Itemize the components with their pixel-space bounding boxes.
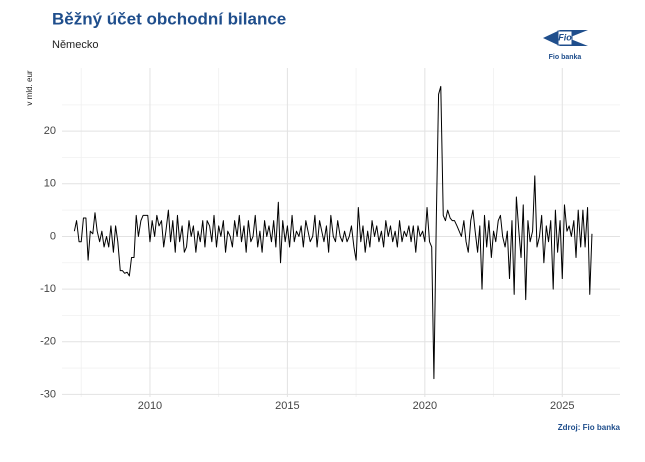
chart-subtitle: Německo xyxy=(52,39,98,51)
x-tick-label: 2010 xyxy=(138,400,162,412)
y-tick-label: 10 xyxy=(44,178,56,190)
y-tick-label: -10 xyxy=(40,283,56,295)
x-tick-label: 2025 xyxy=(550,400,574,412)
logo-box xyxy=(557,30,573,46)
y-tick-label: -30 xyxy=(40,388,56,400)
source: Zdroj: Fio banka xyxy=(558,423,621,432)
x-tick-label: 2020 xyxy=(413,400,437,412)
chart-title: Běžný účet obchodní bilance xyxy=(52,9,286,28)
logo: Fio Fio banka xyxy=(543,30,588,61)
y-tick-label: 0 xyxy=(50,230,56,242)
x-tick-label: 2015 xyxy=(275,400,299,412)
logo-text: Fio xyxy=(558,32,572,42)
series-line xyxy=(73,85,593,380)
y-tick-label: -20 xyxy=(40,336,56,348)
y-tick-label: 20 xyxy=(44,125,56,137)
logo-caption: Fio banka xyxy=(549,54,582,61)
y-axis-label: v mld. eur xyxy=(25,70,34,105)
